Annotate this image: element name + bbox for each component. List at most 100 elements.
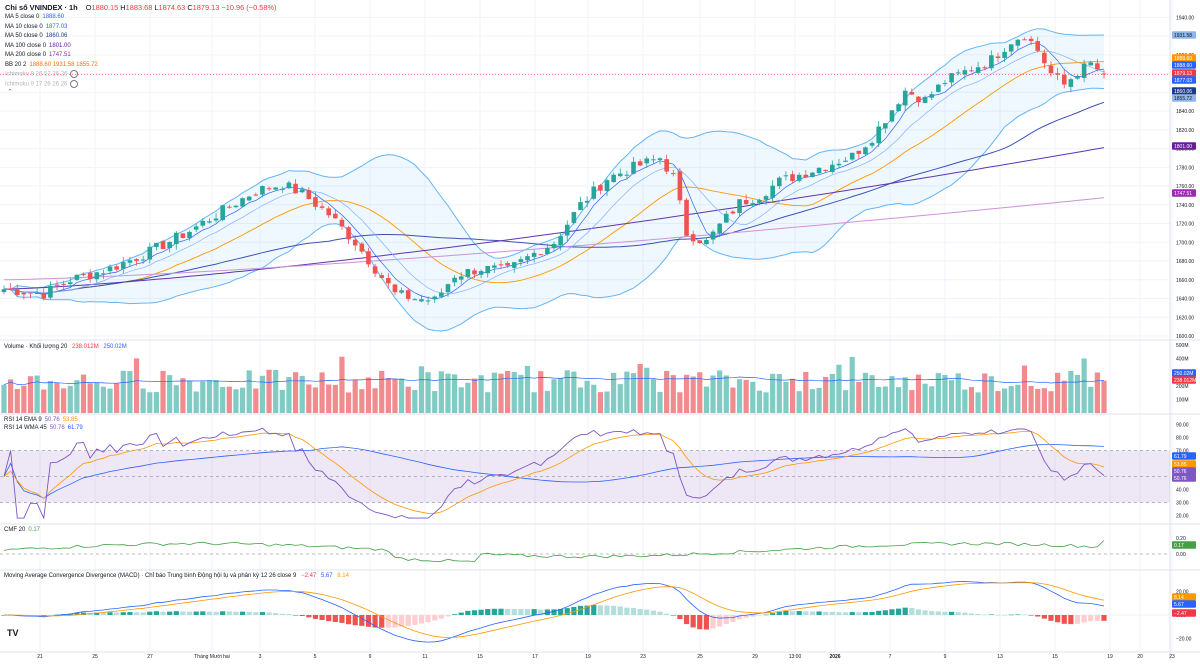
volume-bar [153, 392, 160, 413]
cmf-axis-tag: 0.17 [1174, 543, 1184, 549]
legend-ma100[interactable]: MA 100 close 0 1801.00 [5, 42, 71, 49]
candle-body [803, 174, 809, 178]
candle-body [558, 236, 563, 246]
macd-axis-tag: 8.14 [1174, 595, 1184, 601]
volume-ma-line [3, 376, 1105, 386]
candle-body [319, 206, 325, 208]
volume-bar [637, 363, 643, 413]
legend-collapse-icon[interactable]: ⌃ [7, 89, 13, 96]
macd-legend[interactable]: Moving Average Convergence Divergence (M… [4, 573, 349, 579]
macd-histogram-bar [968, 613, 975, 615]
candle-body [147, 246, 153, 260]
candle-body [54, 284, 60, 286]
legend-ma10[interactable]: MA 10 close 0 1877.03 [5, 23, 68, 30]
macd-histogram-bar [239, 611, 246, 615]
candle-body [518, 259, 524, 262]
volume-bar [200, 381, 206, 413]
legend-ichimoku-2[interactable]: Ichimoku 9 17 26 26 26 [5, 80, 98, 90]
volume-bar [783, 381, 789, 413]
candle-body [856, 150, 862, 154]
volume-legend[interactable]: Volume · Khối lượng 20 238.012M 250.02M [4, 344, 127, 350]
candle-body [717, 223, 722, 234]
volume-bar [398, 378, 405, 413]
volume-bar [1002, 388, 1008, 413]
eye-hidden-icon[interactable] [70, 80, 79, 89]
volume-bar [21, 385, 27, 413]
volume-bar [180, 378, 186, 413]
macd-histogram-bar [306, 615, 312, 618]
candle-body [154, 242, 159, 247]
volume-bar [127, 371, 133, 413]
symbol-title[interactable]: Chỉ số VNINDEX · 1h [5, 3, 78, 12]
volume-tick-label: 200M [1176, 384, 1189, 390]
macd-histogram-bar [339, 615, 345, 623]
macd-axis-tag-bg [1172, 609, 1196, 617]
volume-bar [842, 390, 849, 413]
macd-histogram-bar [213, 611, 219, 615]
candle-body [220, 205, 225, 221]
candle-body [690, 234, 696, 242]
price-axis-tag: 1879.13 [1174, 71, 1192, 77]
candle-body [1088, 62, 1094, 66]
eye-hidden-icon[interactable] [70, 70, 79, 78]
macd-histogram-bar [604, 605, 610, 615]
legend-ma200[interactable]: MA 200 close 0 1747.51 [5, 52, 71, 58]
volume-bar [332, 384, 338, 413]
volume-bar [465, 382, 471, 413]
legend-bb[interactable]: BB 20 2 1888.60 1931.58 1855.72 [5, 61, 98, 68]
volume-tick-label: 500M [1176, 343, 1189, 349]
macd-histogram-bar [412, 615, 418, 625]
time-tick-label: 23 [1169, 654, 1175, 660]
volume-bar [273, 369, 279, 413]
macd-histogram-bar [425, 615, 431, 623]
macd-histogram-bar [114, 612, 120, 615]
volume-bar [94, 382, 100, 413]
volume-bar [27, 376, 34, 413]
volume-bar [1048, 391, 1054, 413]
volume-bar [253, 388, 259, 413]
macd-histogram-bar [465, 610, 471, 615]
price-axis-tag: 1855.72 [1174, 96, 1192, 102]
candle-body [1048, 65, 1054, 74]
rsi-legend[interactable]: RSI 14 EMA 9 50.76 53.85 RSI 14 WMA 45 50.7… [4, 417, 83, 431]
time-tick-label: 20 [1137, 654, 1143, 660]
volume-bar [869, 375, 875, 413]
price-pane [0, 28, 1170, 332]
candle-body [883, 123, 888, 129]
volume-bar [61, 388, 67, 413]
macd-axis-tag: −2.47 [1174, 611, 1187, 617]
price-axis: 1940.001920.001900.001880.001860.001840.… [1172, 15, 1196, 642]
macd-histogram-bar [538, 609, 544, 615]
legend-ma50[interactable]: MA 50 close 0 1860.06 [5, 33, 68, 39]
macd-histogram-bar [770, 613, 776, 615]
macd-histogram-bar [485, 609, 491, 615]
macd-histogram-bar [895, 608, 902, 615]
volume-axis-tag: 250.02M [1174, 371, 1193, 377]
macd-histogram-bar [458, 612, 464, 615]
candle-body [160, 241, 166, 250]
cmf-legend[interactable]: CMF 20 0.17 [4, 527, 41, 533]
volume-bar [372, 388, 378, 413]
price-axis-tag-bg [1172, 189, 1196, 197]
macd-histogram-bar [273, 613, 279, 615]
volume-bar [246, 370, 252, 413]
tradingview-logo-icon[interactable]: TV [7, 628, 19, 638]
candle-body [253, 194, 259, 196]
candle-body [472, 270, 477, 275]
volume-bar [47, 380, 53, 413]
candle-body [611, 174, 616, 183]
legend-ma5[interactable]: MA 5 close 0 1888.60 [5, 14, 65, 20]
legend-ichimoku-1[interactable]: Ichimoku 9 26 52 26 26 [5, 70, 98, 80]
candle-body [624, 174, 630, 176]
macd-histogram-bar [789, 611, 796, 615]
candle-body [949, 73, 954, 83]
candle-body [425, 300, 431, 302]
volume-bar [286, 377, 292, 413]
macd-histogram-bar [823, 611, 829, 615]
volume-bar [604, 391, 610, 413]
price-tick-label: 1840.00 [1176, 109, 1194, 115]
macd-histogram-bar [206, 611, 213, 615]
price-tick-label: 1820.00 [1176, 128, 1194, 134]
candle-body [498, 264, 504, 266]
